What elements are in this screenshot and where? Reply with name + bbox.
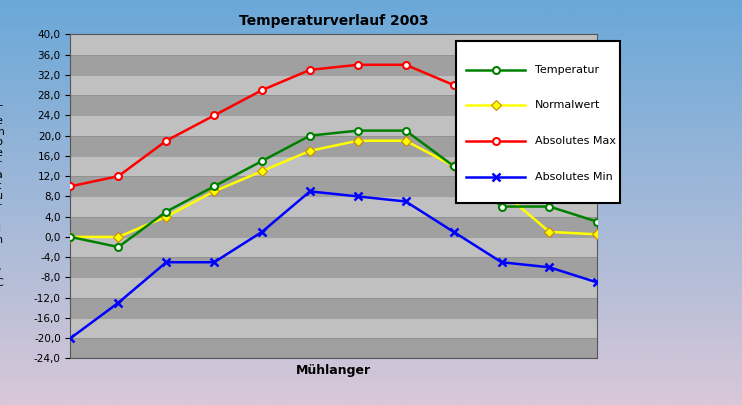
Bar xyxy=(70,34,597,55)
Bar xyxy=(70,277,597,298)
Bar xyxy=(70,217,597,237)
Bar xyxy=(70,156,597,176)
Y-axis label: T
e
m
p
e
r
a
t
u
r
 
i
n
 

°
C: T e m p e r a t u r i n ° C xyxy=(0,105,4,288)
Text: Temperaturverlauf 2003: Temperaturverlauf 2003 xyxy=(239,14,429,28)
Bar xyxy=(70,257,597,277)
Bar xyxy=(70,318,597,338)
Bar xyxy=(70,196,597,217)
Bar xyxy=(70,75,597,95)
Bar xyxy=(70,115,597,136)
Bar xyxy=(70,176,597,196)
Bar xyxy=(70,95,597,115)
Bar xyxy=(70,237,597,257)
Bar xyxy=(70,136,597,156)
Text: Absolutes Max: Absolutes Max xyxy=(535,136,616,146)
Text: Absolutes Min: Absolutes Min xyxy=(535,172,612,181)
Bar xyxy=(70,55,597,75)
Text: Normalwert: Normalwert xyxy=(535,100,600,110)
Text: Temperatur: Temperatur xyxy=(535,65,599,75)
X-axis label: Mühlanger: Mühlanger xyxy=(296,364,372,377)
Bar xyxy=(70,298,597,318)
Bar xyxy=(70,338,597,358)
